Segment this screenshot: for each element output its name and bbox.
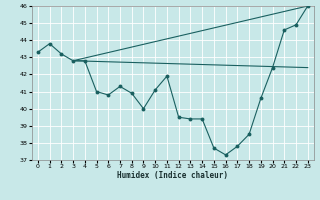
X-axis label: Humidex (Indice chaleur): Humidex (Indice chaleur)	[117, 171, 228, 180]
